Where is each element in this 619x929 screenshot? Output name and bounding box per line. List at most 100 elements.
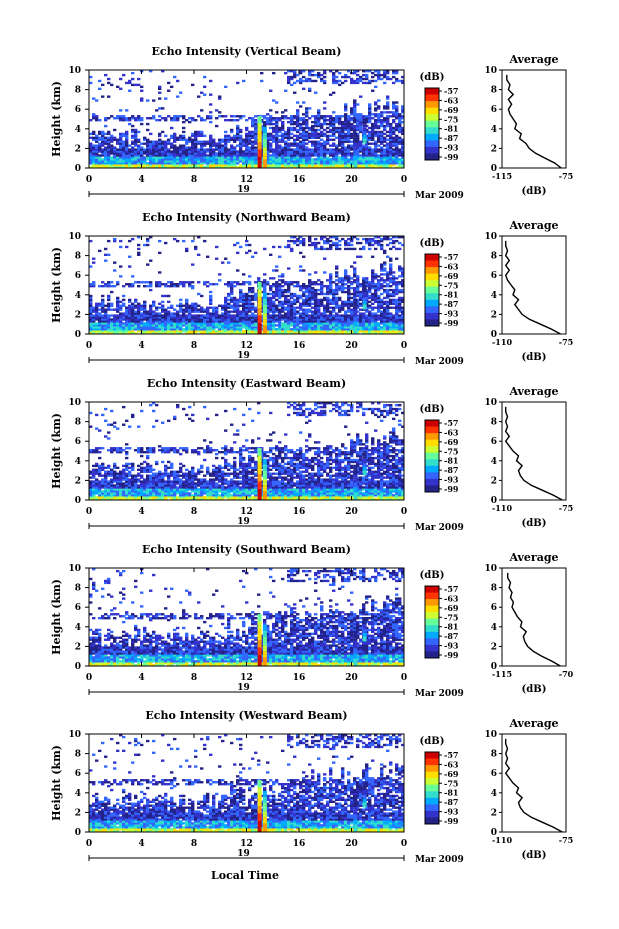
heatmap-cell bbox=[257, 279, 261, 282]
heatmap-cell bbox=[347, 320, 351, 323]
heatmap-cell bbox=[224, 150, 228, 153]
heatmap-cell bbox=[122, 294, 126, 298]
heatmap-cell bbox=[347, 136, 351, 139]
heatmap-cell bbox=[194, 140, 198, 143]
convective-column bbox=[353, 147, 358, 151]
convective-column bbox=[257, 330, 262, 334]
heatmap-cell bbox=[218, 138, 222, 141]
heatmap-cell bbox=[149, 158, 153, 161]
convective-column bbox=[362, 134, 367, 137]
heatmap-cell bbox=[194, 154, 198, 157]
heatmap-cell bbox=[338, 239, 342, 243]
y-axis-label: Height (km) bbox=[50, 81, 63, 157]
heatmap-cell bbox=[269, 122, 273, 126]
heatmap-cell bbox=[155, 326, 159, 329]
heatmap-cell bbox=[116, 316, 120, 319]
heatmap-cell bbox=[275, 124, 279, 128]
heatmap-cell bbox=[296, 283, 300, 286]
heatmap-cell bbox=[98, 160, 102, 163]
heatmap-cell bbox=[314, 142, 318, 145]
heatmap-cell bbox=[194, 144, 198, 147]
heatmap-cell bbox=[137, 166, 141, 169]
heatmap-cell bbox=[131, 115, 135, 118]
heatmap-cell bbox=[332, 298, 336, 302]
heatmap-cell bbox=[116, 314, 120, 317]
heatmap-cell bbox=[95, 156, 99, 159]
heatmap-cell bbox=[230, 154, 234, 157]
heatmap-cell bbox=[125, 152, 129, 155]
heatmap-cell bbox=[395, 105, 399, 108]
convective-column bbox=[262, 319, 267, 323]
heatmap-cell bbox=[188, 310, 192, 313]
heatmap-cell bbox=[101, 332, 105, 335]
heatmap-cell bbox=[320, 142, 324, 145]
heatmap-cell bbox=[107, 298, 111, 302]
heatmap-cell bbox=[389, 265, 393, 268]
heatmap-cell bbox=[155, 150, 159, 153]
heatmap-cell bbox=[344, 117, 348, 120]
heatmap-cell bbox=[146, 332, 150, 335]
heatmap-cell bbox=[356, 324, 360, 327]
heatmap-cell bbox=[245, 142, 249, 145]
heatmap-cell bbox=[338, 166, 342, 169]
heatmap-cell bbox=[290, 320, 294, 323]
heatmap-cell bbox=[128, 306, 132, 309]
heatmap-cell bbox=[227, 326, 231, 329]
heatmap-cell bbox=[365, 134, 369, 138]
heatmap-cell bbox=[320, 324, 324, 327]
heatmap-cell bbox=[392, 75, 396, 79]
heatmap-cell bbox=[389, 142, 393, 145]
heatmap-cell bbox=[329, 148, 333, 151]
heatmap-cell bbox=[185, 138, 189, 141]
heatmap-cell bbox=[299, 70, 303, 73]
heatmap-cell bbox=[188, 324, 192, 327]
heatmap-cell bbox=[371, 160, 375, 163]
heatmap-cell bbox=[338, 122, 342, 126]
heatmap-cell bbox=[242, 140, 246, 143]
heatmap-cell bbox=[260, 126, 264, 130]
convective-column bbox=[257, 138, 262, 143]
heatmap-cell bbox=[341, 138, 345, 141]
heatmap-cell bbox=[305, 146, 309, 149]
heatmap-cell bbox=[338, 316, 342, 319]
heatmap-cell bbox=[287, 288, 291, 292]
convective-column bbox=[257, 311, 262, 316]
heatmap-cell bbox=[245, 136, 249, 139]
heatmap-cell bbox=[392, 150, 396, 153]
heatmap-cell bbox=[317, 75, 321, 79]
heatmap-cell bbox=[185, 304, 189, 307]
heatmap-cell bbox=[296, 160, 300, 163]
heatmap-cell bbox=[149, 285, 153, 288]
heatmap-cell bbox=[167, 306, 171, 309]
heatmap-cell bbox=[356, 142, 360, 145]
heatmap-cell bbox=[344, 318, 348, 321]
heatmap-cell bbox=[179, 298, 183, 302]
heatmap-cell bbox=[266, 281, 270, 284]
heatmap-cell bbox=[254, 298, 258, 302]
heatmap-cell bbox=[254, 132, 258, 136]
heatmap-cell bbox=[281, 164, 285, 167]
heatmap-cell bbox=[239, 290, 243, 294]
heatmap-cell bbox=[278, 310, 282, 313]
heatmap-cell bbox=[266, 326, 270, 329]
heatmap-cell bbox=[242, 296, 246, 300]
heatmap-cell bbox=[206, 310, 210, 313]
heatmap-cell bbox=[299, 156, 303, 159]
heatmap-cell bbox=[197, 292, 201, 296]
heatmap-cell bbox=[158, 332, 162, 335]
heatmap-cell bbox=[179, 302, 183, 305]
heatmap-cell bbox=[296, 162, 300, 165]
heatmap-cell bbox=[377, 138, 381, 141]
heatmap-cell bbox=[344, 328, 348, 331]
heatmap-cell bbox=[272, 152, 276, 155]
heatmap-cell bbox=[287, 160, 291, 163]
heatmap-cell bbox=[116, 283, 120, 286]
heatmap-cell bbox=[245, 132, 249, 136]
heatmap-cell bbox=[281, 290, 285, 294]
heatmap-cell bbox=[293, 154, 297, 157]
heatmap-cell bbox=[143, 310, 147, 313]
heatmap-cell bbox=[374, 290, 378, 294]
heatmap-cell bbox=[377, 296, 381, 300]
heatmap-cell bbox=[302, 255, 306, 258]
heatmap-cell bbox=[113, 316, 117, 319]
